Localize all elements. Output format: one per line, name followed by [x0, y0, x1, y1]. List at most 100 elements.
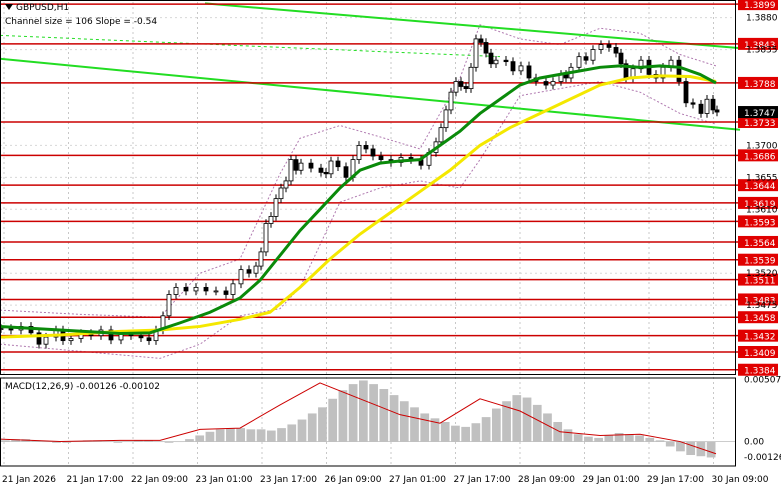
- dropdown-triangle-icon[interactable]: [5, 4, 13, 10]
- macd-bar: [348, 384, 358, 442]
- level-label: 1.3733: [744, 119, 776, 129]
- macd-bar: [706, 441, 716, 458]
- trend-channel: [0, 2, 741, 131]
- candle-body: [263, 223, 269, 253]
- level-label-bg: [738, 215, 778, 228]
- level-label: 1.3843: [744, 41, 776, 51]
- level-label-bg: [738, 345, 778, 358]
- candle-body: [676, 59, 682, 82]
- bollinger-bands: [0, 24, 717, 359]
- macd-bar: [338, 390, 348, 442]
- level-label-bg: [738, 196, 778, 209]
- time-tick-label: 26 Jan 09:00: [325, 475, 382, 485]
- price-tick-label: 1.3520: [746, 269, 778, 279]
- grid: [0, 2, 735, 466]
- time-tick-label: 27 Jan 17:00: [454, 475, 511, 485]
- main-frame: [0, 0, 736, 375]
- candle-body: [493, 59, 499, 65]
- candle-body: [43, 336, 49, 345]
- macd-bar: [297, 419, 307, 442]
- candle-body: [683, 81, 689, 104]
- macd-bar: [1, 440, 10, 442]
- candle-body: [618, 52, 624, 65]
- candle-body: [488, 52, 494, 65]
- candle-body: [714, 109, 720, 113]
- level-label-bg: [738, 329, 778, 342]
- moving-averages: [0, 64, 717, 339]
- time-tick-label: 27 Jan 01:00: [389, 475, 446, 485]
- candle-body: [510, 61, 516, 72]
- macd-bar: [123, 441, 133, 443]
- macd-bar: [154, 441, 164, 443]
- macd-bar: [174, 441, 184, 443]
- candles: [0, 34, 720, 349]
- level-label: 1.3564: [744, 239, 776, 249]
- candle-body: [193, 286, 199, 292]
- time-tick-label: 21 Jan 2026: [2, 475, 56, 485]
- macd-bar: [215, 429, 225, 442]
- candle-body: [363, 145, 369, 150]
- candle-body: [518, 65, 524, 72]
- candle-body: [463, 86, 469, 90]
- macd-bar: [573, 434, 583, 442]
- macd-bar: [287, 424, 297, 442]
- macd-bar: [512, 395, 522, 442]
- candle-body: [268, 215, 274, 224]
- macd-info: MACD(12,26,9) -0.00126 -0.00102: [5, 382, 161, 392]
- price-tick-label: 1.3475: [746, 301, 778, 311]
- macd-bar: [72, 441, 82, 443]
- candle-body: [166, 294, 172, 317]
- level-label: 1.3539: [744, 257, 776, 267]
- candle-body: [318, 167, 324, 173]
- candle-body: [704, 98, 710, 114]
- level-label-bg: [738, 76, 778, 89]
- candle-body: [698, 103, 704, 114]
- candle-body: [458, 81, 464, 87]
- macd-bar: [430, 418, 440, 442]
- time-tick-label: 23 Jan 01:00: [196, 475, 253, 485]
- level-label: 1.3458: [744, 314, 776, 324]
- macd-bar: [471, 423, 481, 442]
- level-label: 1.3511: [744, 277, 776, 287]
- time-tick-label: 29 Jan 17:00: [647, 475, 704, 485]
- macd-bar: [665, 441, 675, 447]
- candle-body: [293, 159, 299, 171]
- macd-bar: [62, 441, 72, 443]
- macd-bar: [686, 441, 696, 455]
- candle-body: [288, 159, 294, 182]
- level-label-bg: [738, 37, 778, 50]
- level-label: 1.3409: [744, 349, 776, 359]
- level-label-bg: [738, 235, 778, 248]
- macd-bar: [594, 437, 603, 442]
- candle-body: [438, 127, 444, 143]
- level-label-bg: [738, 293, 778, 306]
- candle-body: [118, 333, 124, 341]
- price-tick-label: 1.3655: [746, 173, 778, 183]
- candle-body: [36, 332, 42, 345]
- level-label-bg: [738, 149, 778, 162]
- candle-body: [613, 47, 619, 54]
- macd-bar: [461, 426, 471, 442]
- macd-bar: [420, 413, 430, 442]
- candle-body: [483, 42, 489, 54]
- macd-bar: [440, 422, 450, 442]
- candle-body: [278, 187, 284, 200]
- macd-bar: [399, 401, 409, 442]
- candle-body: [238, 269, 244, 285]
- macd-bar: [144, 440, 153, 442]
- candle-body: [246, 269, 252, 274]
- candle-body: [473, 38, 479, 68]
- channel-line: [204, 2, 741, 50]
- price-levels: 1.38991.38431.37881.37331.36861.36441.36…: [0, 0, 778, 377]
- macd-bar: [328, 398, 338, 442]
- time-tick-label: 23 Jan 17:00: [260, 475, 317, 485]
- macd-bar: [491, 408, 501, 442]
- time-tick-label: 21 Jan 17:00: [67, 475, 124, 485]
- level-label-bg: [738, 0, 778, 11]
- macd-bar: [563, 429, 573, 442]
- macd-tick-label: 0.00: [744, 438, 764, 448]
- candle-body: [550, 81, 556, 86]
- level-label: 1.3432: [744, 333, 776, 343]
- ma-fast-line: [0, 64, 717, 336]
